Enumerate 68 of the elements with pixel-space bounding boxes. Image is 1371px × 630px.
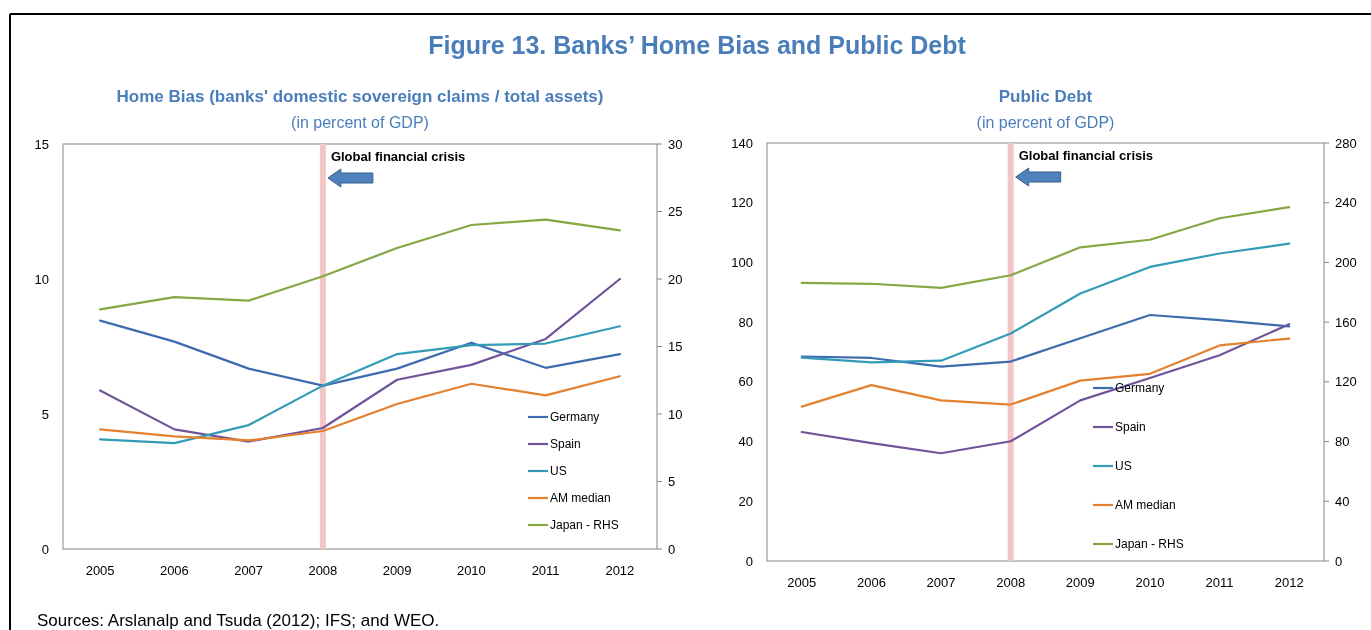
y-tick-label: 40: [738, 434, 753, 450]
y2-tick-label: 120: [1335, 374, 1357, 390]
y-tick-label: 140: [731, 135, 753, 151]
legend-label: Japan - RHS: [1115, 537, 1184, 552]
line-series: [800, 323, 1291, 455]
line-series: [800, 242, 1291, 364]
x-tick-label: 2010: [456, 563, 486, 578]
y2-tick-label: 80: [1335, 434, 1350, 450]
x-tick-label: 2012: [1274, 575, 1304, 590]
y2-tick-label: 200: [1335, 254, 1357, 270]
chart-title: Public Debt: [998, 87, 1093, 106]
line-series: [99, 218, 621, 311]
x-tick-label: 2006: [856, 575, 886, 590]
y-tick-label: 0: [745, 553, 753, 569]
x-tick-label: 2010: [1135, 575, 1165, 590]
y-tick-label: 5: [41, 406, 49, 422]
legend-label: Spain: [1115, 420, 1146, 435]
legend-label: AM median: [1115, 498, 1176, 513]
y2-tick-label: 10: [668, 406, 683, 422]
x-tick-label: 2009: [1065, 575, 1095, 590]
line-series: [99, 319, 621, 387]
legend-label: AM median: [550, 491, 611, 506]
line-series: [800, 337, 1291, 408]
chart-subtitle: (in percent of GDP): [976, 114, 1115, 131]
x-tick-label: 2005: [787, 575, 817, 590]
y2-tick-label: 0: [1335, 553, 1343, 569]
x-tick-label: 2009: [382, 563, 412, 578]
x-tick-label: 2011: [531, 563, 560, 578]
y-tick-label: 80: [738, 314, 753, 330]
line-series: [800, 313, 1291, 368]
legend-label: Germany: [550, 410, 600, 425]
y2-tick-label: 20: [668, 271, 683, 287]
ref-line-label: Global financial crisis: [330, 149, 466, 164]
y-tick-label: 10: [34, 271, 49, 287]
line-series: [800, 206, 1291, 290]
y2-tick-label: 280: [1335, 135, 1357, 151]
y-tick-label: 100: [731, 254, 753, 270]
y2-tick-label: 30: [668, 136, 683, 152]
x-tick-label: 2007: [234, 563, 264, 578]
x-tick-label: 2012: [605, 563, 635, 578]
x-tick-label: 2005: [85, 563, 115, 578]
y2-tick-label: 0: [668, 541, 676, 557]
legend-label: US: [1115, 459, 1132, 474]
y-tick-label: 120: [731, 195, 753, 211]
y-tick-label: 20: [738, 493, 753, 509]
legend-label: Japan - RHS: [550, 518, 619, 533]
legend-label: US: [550, 464, 567, 479]
ref-line-label: Global financial crisis: [1018, 148, 1154, 163]
y2-tick-label: 15: [668, 339, 683, 355]
y-tick-label: 60: [738, 374, 753, 390]
y-tick-label: 0: [41, 541, 49, 557]
y2-tick-label: 240: [1335, 195, 1357, 211]
source-note: Sources: Arslanalp and Tsuda (2012); IFS; and WEO.: [37, 611, 440, 630]
caption: Figure 13. Banks’ Home Bias and Public Debt: [428, 31, 967, 59]
chart-title: Home Bias (banks' domestic sovereign claims / total assets): [116, 87, 604, 106]
y2-tick-label: 25: [668, 204, 683, 220]
y-tick-label: 15: [34, 136, 49, 152]
y2-tick-label: 40: [1335, 493, 1350, 509]
x-tick-label: 2006: [159, 563, 189, 578]
y2-tick-label: 5: [668, 474, 676, 490]
x-tick-label: 2007: [926, 575, 956, 590]
x-tick-label: 2008: [308, 563, 338, 578]
legend-label: Spain: [550, 437, 581, 452]
x-tick-label: 2011: [1205, 575, 1234, 590]
y2-tick-label: 160: [1335, 314, 1357, 330]
x-tick-label: 2008: [996, 575, 1026, 590]
legend-label: Germany: [1115, 381, 1165, 396]
chart-subtitle: (in percent of GDP): [291, 114, 429, 131]
